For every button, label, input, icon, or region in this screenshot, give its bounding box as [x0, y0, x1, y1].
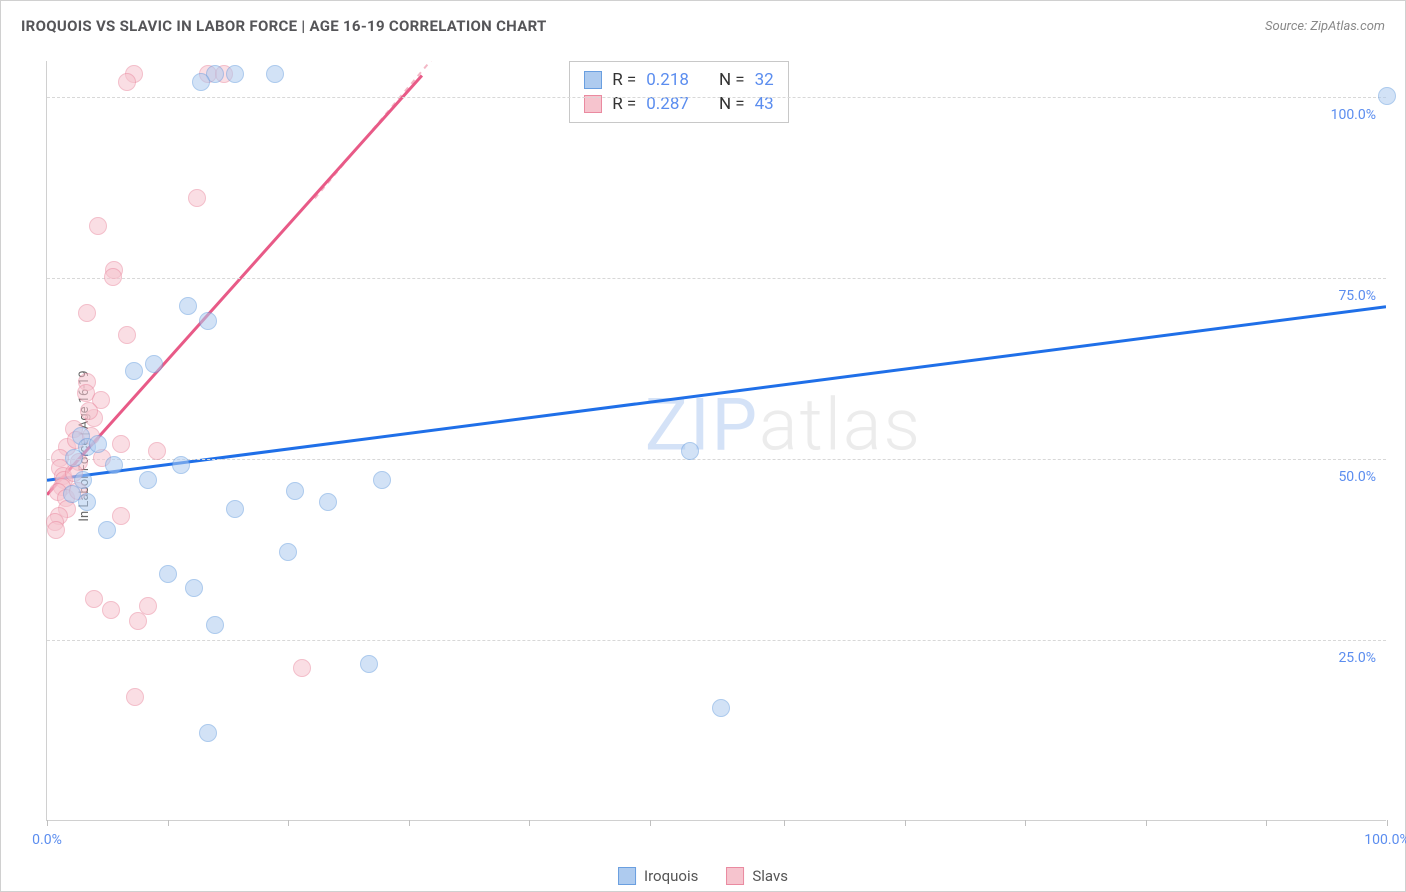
scatter-point [125, 362, 143, 380]
scatter-point [65, 449, 83, 467]
scatter-point [102, 601, 120, 619]
scatter-point [681, 442, 699, 460]
x-tick [47, 820, 48, 826]
legend-swatch [618, 867, 636, 885]
x-tick [650, 820, 651, 826]
x-tick [168, 820, 169, 826]
gridline-h [47, 459, 1386, 460]
scatter-point [145, 355, 163, 373]
scatter-point [226, 65, 244, 83]
gridline-h [47, 278, 1386, 279]
x-tick [529, 820, 530, 826]
scatter-point [63, 485, 81, 503]
x-tick-label: 100.0% [1364, 832, 1406, 848]
x-tick-label: 0.0% [32, 832, 62, 848]
scatter-point [78, 304, 96, 322]
scatter-point [89, 435, 107, 453]
watermark-part2: atlas [759, 383, 922, 468]
scatter-point [80, 402, 98, 420]
x-tick [409, 820, 410, 826]
scatter-point [192, 73, 210, 91]
x-tick [905, 820, 906, 826]
plot-area: ZIPatlas R = 0.218 N = 32R =0.287N =43 25.0… [46, 61, 1386, 821]
correlation-stats-box: R = 0.218 N = 32R =0.287N =43 [569, 61, 789, 123]
scatter-point [279, 543, 297, 561]
scatter-point [148, 442, 166, 460]
scatter-point [85, 590, 103, 608]
scatter-point [112, 507, 130, 525]
n-value: 32 [755, 70, 774, 90]
y-tick-label: 25.0% [1338, 650, 1376, 666]
scatter-point [199, 312, 217, 330]
chart-title: IROQUOIS VS SLAVIC IN LABOR FORCE | AGE … [21, 17, 547, 35]
scatter-point [1378, 87, 1396, 105]
scatter-point [360, 655, 378, 673]
scatter-point [112, 435, 130, 453]
gridline-h [47, 640, 1386, 641]
scatter-point [319, 493, 337, 511]
x-tick [1146, 820, 1147, 826]
scatter-point [293, 659, 311, 677]
x-tick [1266, 820, 1267, 826]
legend-swatch [726, 867, 744, 885]
scatter-point [286, 482, 304, 500]
scatter-point [47, 521, 65, 539]
x-tick [1387, 820, 1388, 826]
scatter-point [266, 65, 284, 83]
x-tick [288, 820, 289, 826]
trend-line [47, 75, 422, 494]
legend-label: Slavs [752, 867, 788, 885]
scatter-point [199, 724, 217, 742]
trend-line [47, 307, 1386, 480]
scatter-point [89, 217, 107, 235]
watermark-part1: ZIP [645, 383, 759, 468]
legend: Iroquois Slavs [618, 867, 788, 885]
scatter-point [139, 471, 157, 489]
scatter-point [159, 565, 177, 583]
legend-label: Iroquois [644, 867, 698, 885]
scatter-point [118, 326, 136, 344]
series-swatch [584, 71, 602, 89]
scatter-point [185, 579, 203, 597]
legend-item: Slavs [726, 867, 788, 885]
r-value: 0.218 [646, 70, 689, 90]
gridline-h [47, 97, 1386, 98]
scatter-point [179, 297, 197, 315]
scatter-point [172, 456, 190, 474]
chart-header: IROQUOIS VS SLAVIC IN LABOR FORCE | AGE … [1, 1, 1405, 51]
y-tick-label: 75.0% [1338, 288, 1376, 304]
y-tick-label: 100.0% [1331, 107, 1376, 123]
scatter-point [105, 456, 123, 474]
trend-line-dashed [315, 61, 449, 198]
r-label: R = [612, 70, 636, 90]
scatter-point [188, 189, 206, 207]
n-label: N = [719, 70, 745, 90]
stats-row: R = 0.218 N = 32 [584, 68, 774, 92]
x-tick [1025, 820, 1026, 826]
scatter-point [118, 73, 136, 91]
scatter-point [712, 699, 730, 717]
scatter-point [226, 500, 244, 518]
source-attribution: Source: ZipAtlas.com [1265, 19, 1385, 34]
scatter-point [206, 616, 224, 634]
scatter-point [129, 612, 147, 630]
scatter-point [126, 688, 144, 706]
scatter-point [98, 521, 116, 539]
legend-item: Iroquois [618, 867, 698, 885]
chart-container: IROQUOIS VS SLAVIC IN LABOR FORCE | AGE … [0, 0, 1406, 892]
scatter-point [104, 268, 122, 286]
x-tick [784, 820, 785, 826]
stats-row: R =0.287N =43 [584, 92, 774, 116]
scatter-point [373, 471, 391, 489]
y-tick-label: 50.0% [1338, 469, 1376, 485]
